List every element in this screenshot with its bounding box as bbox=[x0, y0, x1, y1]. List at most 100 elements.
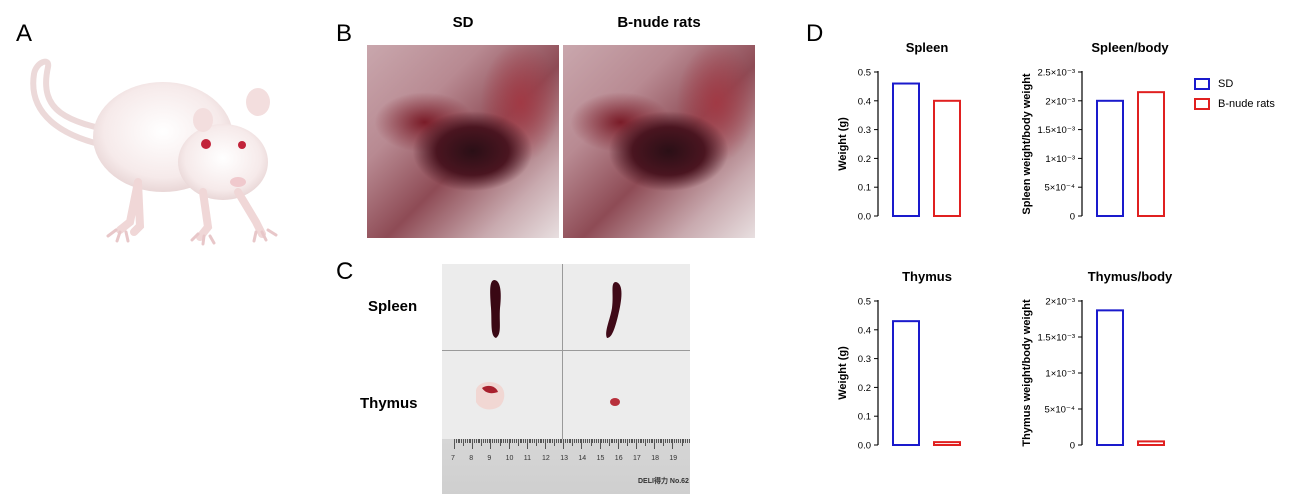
ruler-tick bbox=[517, 439, 519, 446]
ruler-tick bbox=[645, 439, 647, 446]
chart-ytick-label: 0 bbox=[1070, 441, 1075, 452]
chart-ytick-label: 2.5×10⁻³ bbox=[1038, 68, 1076, 79]
ruler-tick bbox=[585, 439, 587, 443]
ruler-tick bbox=[563, 439, 565, 449]
ruler-tick bbox=[605, 439, 607, 443]
legend-swatch-b-nude bbox=[1194, 98, 1210, 110]
ruler-tick bbox=[583, 439, 585, 443]
ruler-tick bbox=[672, 439, 674, 449]
ruler-tick bbox=[457, 439, 459, 443]
ruler-tick bbox=[615, 439, 617, 443]
ruler-number: 19 bbox=[669, 455, 678, 462]
ruler-tick bbox=[570, 439, 572, 443]
ruler-tick bbox=[681, 439, 683, 446]
ruler: 7 8 9 10 11 12 13 14 15 16 17 18 19 bbox=[442, 439, 690, 494]
ruler-tick bbox=[543, 439, 545, 443]
chart-ytick-label: 0.4 bbox=[858, 325, 871, 336]
ruler-number: 17 bbox=[633, 455, 641, 462]
ruler-tick bbox=[646, 439, 648, 443]
photo-title-sd: SD bbox=[452, 14, 474, 31]
ruler-tick bbox=[586, 439, 588, 443]
chart-bar-b-nude bbox=[1137, 91, 1165, 217]
chart-ytick-label: 0.2 bbox=[858, 383, 871, 394]
ruler-tick bbox=[534, 439, 536, 443]
ruler-tick bbox=[663, 439, 665, 446]
chart-bar-sd bbox=[1096, 99, 1124, 217]
ruler-tick bbox=[461, 439, 463, 443]
ruler-tick bbox=[581, 439, 583, 449]
ruler-tick bbox=[501, 439, 503, 443]
ruler-tick bbox=[464, 439, 466, 443]
ruler-tick bbox=[683, 439, 685, 443]
ruler-tick bbox=[619, 439, 621, 443]
ruler-tick bbox=[494, 439, 496, 443]
ruler-tick bbox=[561, 439, 563, 443]
ruler-number: 14 bbox=[578, 455, 587, 462]
ruler-tick bbox=[474, 439, 476, 443]
ruler-tick bbox=[455, 439, 457, 443]
ruler-number: 11 bbox=[523, 455, 532, 462]
chart-bar-sd bbox=[892, 320, 920, 446]
dissection-photo-b-nude bbox=[563, 45, 755, 238]
chart-ytick-label: 0.3 bbox=[858, 125, 871, 136]
ruler-tick bbox=[641, 439, 643, 443]
chart-ytick-label: 1.5×10⁻³ bbox=[1038, 333, 1076, 344]
chart-ytick-label: 0.5 bbox=[858, 68, 871, 79]
chart-title: Spleen/body bbox=[1091, 40, 1169, 55]
ruler-tick bbox=[503, 439, 505, 443]
ruler-tick bbox=[539, 439, 541, 443]
chart-bar-sd bbox=[892, 82, 920, 217]
ruler-tick bbox=[484, 439, 486, 443]
legend-label-sd: SD bbox=[1218, 78, 1234, 90]
ruler-tick bbox=[497, 439, 499, 443]
panel-letter-d: D bbox=[806, 20, 824, 47]
ruler-tick bbox=[545, 439, 546, 449]
ruler-tick bbox=[479, 439, 481, 443]
chart-title: Thymus bbox=[902, 269, 952, 284]
chart-ytick-label: 0.3 bbox=[858, 354, 871, 365]
ruler-tick bbox=[577, 439, 579, 443]
ruler-tick bbox=[625, 439, 627, 443]
chart-ytick-label: 1×10⁻³ bbox=[1045, 154, 1075, 165]
ruler-tick bbox=[657, 439, 659, 443]
ruler-tick bbox=[676, 439, 678, 443]
ruler-tick bbox=[548, 439, 550, 443]
ruler-tick bbox=[603, 439, 605, 443]
panel-letter-b: B bbox=[336, 20, 353, 47]
ruler-tick bbox=[654, 439, 656, 449]
legend-entry-b-nude: B-nude rats bbox=[1194, 94, 1275, 114]
ruler-tick bbox=[665, 439, 667, 443]
ruler-number: 12 bbox=[542, 455, 550, 462]
ruler-tick bbox=[568, 439, 570, 443]
ruler-tick bbox=[454, 439, 455, 449]
ruler-tick bbox=[521, 439, 523, 443]
ruler-tick bbox=[639, 439, 641, 443]
ruler-tick bbox=[475, 439, 477, 443]
chart-title: Thymus/body bbox=[1088, 269, 1173, 284]
chart-bar-b-nude bbox=[933, 441, 961, 446]
ruler-tick bbox=[504, 439, 506, 443]
ruler-tick bbox=[566, 439, 568, 443]
ruler-tick bbox=[670, 439, 672, 443]
chart-ylabel: Weight (g) bbox=[837, 117, 849, 171]
ruler-tick bbox=[630, 439, 632, 443]
ruler-tick bbox=[519, 439, 521, 443]
ruler-tick bbox=[610, 439, 612, 443]
ruler-number: 9 bbox=[487, 455, 492, 462]
ruler-tick bbox=[463, 439, 465, 446]
ruler-tick bbox=[470, 439, 472, 443]
ruler-tick bbox=[666, 439, 668, 443]
ruler-tick bbox=[477, 439, 479, 443]
ruler-tick bbox=[686, 439, 688, 443]
ruler-tick bbox=[650, 439, 652, 443]
chart-bar-b-nude bbox=[1137, 440, 1165, 446]
ruler-tick bbox=[617, 439, 619, 449]
legend-entry-sd: SD bbox=[1194, 74, 1275, 94]
ruler-tick bbox=[535, 439, 537, 446]
organ-label-spleen: Spleen bbox=[368, 298, 418, 315]
ruler-tick bbox=[636, 439, 637, 449]
ruler-number: 13 bbox=[560, 455, 568, 462]
ruler-tick bbox=[599, 439, 601, 449]
ruler-number: 15 bbox=[596, 455, 605, 462]
ruler-tick bbox=[579, 439, 581, 443]
